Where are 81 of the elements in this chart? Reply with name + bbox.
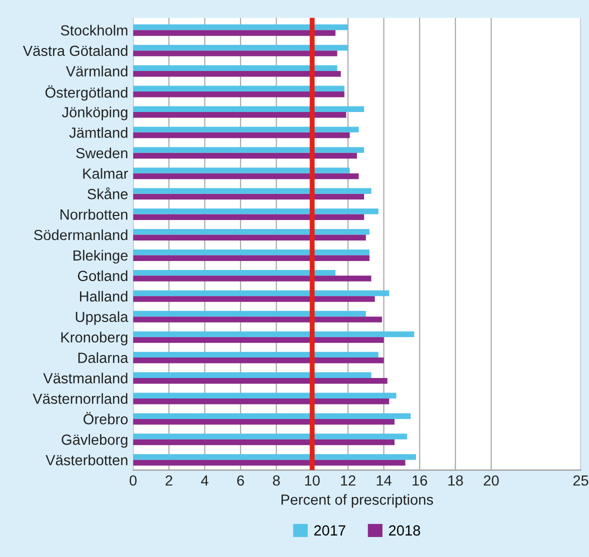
bar — [133, 132, 350, 138]
x-tick-label: 6 — [237, 475, 244, 486]
x-tick-label: 2 — [166, 475, 172, 486]
bar — [133, 352, 378, 358]
bar — [133, 152, 357, 159]
y-tick-label: Gotland — [78, 270, 128, 282]
y-tick-label: Västra Götaland — [22, 45, 128, 56]
bar — [133, 276, 372, 282]
bar — [133, 188, 372, 194]
bar — [133, 296, 375, 302]
y-tick-label: Värmland — [66, 66, 128, 76]
y-tick-label: Örebro — [84, 412, 128, 424]
y-tick-label: Kronoberg — [61, 332, 128, 346]
y-tick-label: Halland — [80, 290, 128, 302]
bar — [133, 208, 378, 214]
y-tick-label: Uppsala — [76, 311, 128, 325]
bar — [133, 249, 370, 256]
x-tick-label: 20 — [484, 475, 499, 486]
x-tick-label: 16 — [412, 475, 428, 486]
x-tick-label: 18 — [448, 475, 463, 486]
bar — [133, 413, 411, 419]
y-tick-label: Blekinge — [74, 250, 128, 264]
legend-label: 2018 — [389, 525, 420, 536]
x-axis-title: Percent of prescriptions — [282, 494, 434, 508]
legend-label: 2017 — [314, 525, 346, 536]
bar — [133, 147, 364, 153]
bar — [133, 418, 395, 425]
bar — [133, 358, 384, 364]
y-tick-label: Norrbotten — [60, 209, 128, 220]
bar — [133, 316, 382, 322]
x-tick-label: 8 — [272, 475, 280, 486]
bar — [133, 460, 406, 466]
bar — [133, 30, 336, 36]
x-tick-label: 0 — [130, 475, 137, 486]
bar — [133, 372, 372, 378]
bar — [133, 71, 341, 77]
bar — [133, 392, 396, 398]
x-tick-label: 25 — [573, 475, 588, 486]
y-tick-label: Dalarna — [78, 352, 128, 363]
bar — [133, 214, 364, 220]
bar — [133, 378, 388, 384]
y-tick-label: Södermanland — [34, 229, 128, 240]
y-tick-label: Västerbotten — [46, 454, 128, 466]
y-tick-label: Stockholm — [60, 24, 128, 36]
bar — [133, 86, 344, 92]
bar — [133, 310, 366, 317]
bar — [133, 106, 364, 112]
bar — [133, 270, 336, 276]
bar — [133, 255, 370, 261]
y-tick-label: Västernorrland — [32, 393, 128, 404]
bar — [133, 331, 414, 338]
x-tick-label: 10 — [305, 475, 320, 486]
y-tick-label: Skåne — [88, 187, 128, 200]
bar — [133, 454, 416, 460]
bar — [133, 24, 348, 30]
bar — [133, 194, 364, 200]
bar — [133, 337, 384, 343]
bar — [133, 229, 370, 235]
bar — [133, 112, 346, 118]
x-tick-label: 4 — [201, 476, 208, 486]
bar — [133, 50, 338, 56]
x-tick-label: 14 — [376, 476, 392, 486]
bar — [133, 173, 359, 180]
bar — [133, 168, 350, 174]
bar — [133, 44, 348, 51]
y-tick-label: Jönköping — [62, 106, 128, 120]
bar — [133, 290, 390, 296]
bar — [133, 126, 359, 132]
bar — [133, 439, 395, 446]
y-tick-label: Jämtland — [69, 127, 128, 138]
y-tick-label: Östergötland — [45, 85, 128, 101]
bar — [133, 434, 408, 440]
y-tick-label: Kalmar — [83, 168, 128, 179]
bar — [133, 398, 390, 404]
y-tick-label: Västmanland — [43, 372, 128, 384]
bar — [133, 234, 366, 240]
bar — [133, 65, 338, 72]
x-tick-label: 12 — [340, 475, 356, 486]
y-tick-label: Sweden — [76, 148, 128, 158]
bar — [133, 92, 344, 98]
y-tick-label: Gävleborg — [62, 434, 128, 448]
